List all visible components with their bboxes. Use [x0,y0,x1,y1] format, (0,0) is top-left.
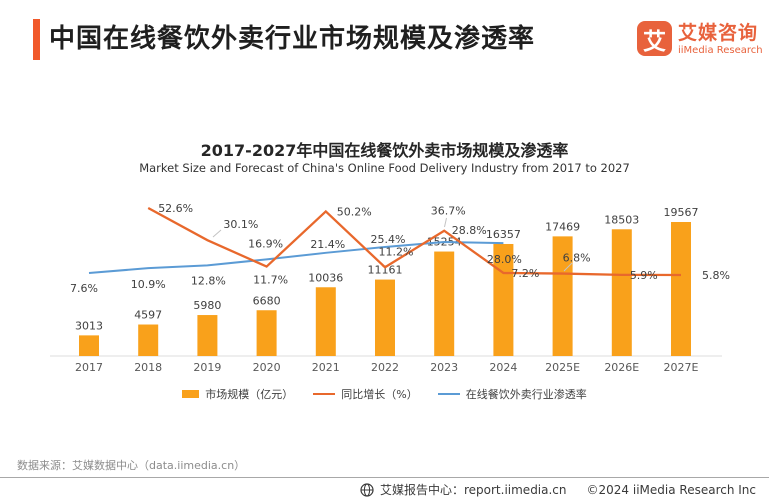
report-center-text: 艾媒报告中心：report.iimedia.cn [379,483,567,497]
legend-item-penetration: 在线餐饮外卖行业渗透率 [437,386,587,402]
svg-text:6.8%: 6.8% [563,252,591,265]
svg-text:7.2%: 7.2% [511,267,539,280]
svg-text:11.2%: 11.2% [379,245,414,258]
svg-text:12.8%: 12.8% [191,274,226,287]
svg-text:2018: 2018 [134,361,162,374]
legend-item-market-size: 市场规模（亿元） [182,386,293,402]
title-accent-bar [33,19,40,60]
svg-text:36.7%: 36.7% [431,205,466,218]
svg-text:11.7%: 11.7% [253,274,288,287]
svg-text:3013: 3013 [75,319,103,332]
svg-text:25.4%: 25.4% [371,233,406,246]
iimedia-logo-icon: 艾 [637,21,672,56]
chart-subtitle: Market Size and Forecast of China's Onli… [139,161,630,175]
svg-text:2020: 2020 [253,361,281,374]
svg-text:5.9%: 5.9% [630,269,658,282]
data-source: 数据来源：艾媒数据中心（data.iimedia.cn） [17,459,246,472]
copyright-text: ©2024 iiMedia Research Inc [586,482,756,497]
svg-text:2024: 2024 [489,361,517,374]
svg-text:28.8%: 28.8% [452,224,487,237]
legend-label-growth: 同比增长（%） [341,388,418,401]
legend-label-penetration: 在线餐饮外卖行业渗透率 [465,388,587,401]
svg-text:30.1%: 30.1% [223,218,258,231]
svg-text:2022: 2022 [371,361,399,374]
svg-text:18503: 18503 [604,213,639,226]
svg-text:5.8%: 5.8% [702,269,730,282]
svg-text:2027E: 2027E [664,361,699,374]
svg-text:21.4%: 21.4% [310,238,345,251]
svg-text:11161: 11161 [368,264,403,277]
logo-badge-char: 艾 [643,28,666,55]
legend-item-growth: 同比增长（%） [313,386,418,402]
svg-text:16357: 16357 [486,228,521,241]
svg-text:52.6%: 52.6% [158,202,193,215]
logo-name-en: iiMedia Research [678,45,763,56]
page-title: 中国在线餐饮外卖行业市场规模及渗透率 [49,24,536,54]
svg-text:28.0%: 28.0% [487,253,522,266]
svg-text:2017: 2017 [75,361,103,374]
svg-text:16.9%: 16.9% [248,237,283,250]
svg-text:2026E: 2026E [604,361,639,374]
legend-label-market-size: 市场规模（亿元） [205,388,294,401]
chart-title: 2017-2027年中国在线餐饮外卖市场规模及渗透率 [200,141,569,160]
svg-text:19567: 19567 [664,206,699,219]
svg-text:2025E: 2025E [545,361,580,374]
logo-name-cn: 艾媒咨询 [678,22,759,44]
svg-text:50.2%: 50.2% [337,205,372,218]
globe-icon [360,482,374,497]
svg-text:6680: 6680 [253,294,281,307]
svg-text:2021: 2021 [312,361,340,374]
footer-divider [0,477,769,478]
svg-text:2019: 2019 [193,361,221,374]
chart-legend: 市场规模（亿元） 同比增长（%） 在线餐饮外卖行业渗透率 [0,386,769,402]
legend-growth-line-swatch [313,393,336,395]
svg-text:10036: 10036 [308,271,343,284]
svg-text:4597: 4597 [134,309,162,322]
legend-bar-swatch [182,390,200,398]
footer: 艾媒报告中心：report.iimedia.cn ©2024 iiMedia R… [360,481,756,498]
svg-text:2023: 2023 [430,361,458,374]
svg-text:10.9%: 10.9% [131,278,166,291]
iimedia-logo: 艾 艾媒咨询 iiMedia Research [637,21,763,57]
svg-text:5980: 5980 [193,299,221,312]
svg-text:7.6%: 7.6% [70,282,98,295]
legend-penetration-line-swatch [437,393,460,395]
svg-text:17469: 17469 [545,220,580,233]
